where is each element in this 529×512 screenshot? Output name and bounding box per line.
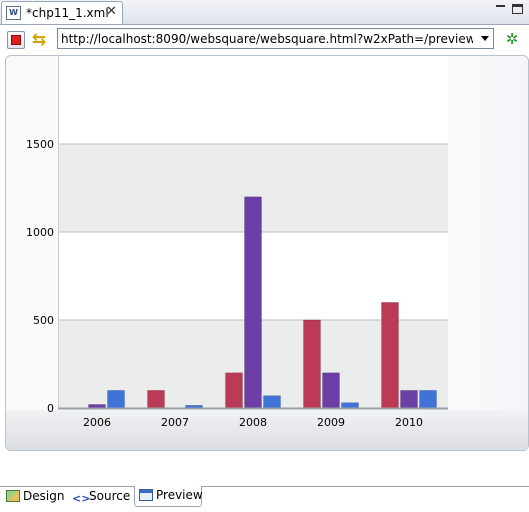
url-combobox[interactable] [57, 28, 494, 49]
chart-bar [244, 196, 262, 409]
tab-design-label: Design [23, 489, 65, 503]
refresh-icon[interactable]: ⇆ [31, 30, 47, 50]
minimize-icon[interactable] [495, 4, 506, 14]
chevron-down-icon[interactable] [481, 36, 489, 41]
stop-icon [11, 35, 21, 45]
design-icon [6, 490, 20, 502]
tab-design[interactable]: Design [2, 487, 66, 507]
chart-bar [303, 319, 321, 409]
tab-source[interactable]: <>Source [68, 487, 133, 507]
stop-button[interactable] [7, 31, 25, 49]
bug-icon[interactable]: ✲ [505, 30, 519, 48]
chart-bar [88, 404, 106, 409]
chart-bar [225, 372, 243, 409]
x-tick-label: 2007 [161, 416, 189, 429]
panel-footer-gradient [6, 410, 528, 450]
editor-mode-tabs: Design <>Source Preview [0, 486, 529, 512]
bar-chart: 2006 2007 2008 2009 2010 0 500 1000 1500 [26, 56, 448, 429]
y-tick-label: 1000 [26, 226, 54, 239]
maximize-icon[interactable] [512, 4, 523, 14]
editor-tab[interactable]: W *chp11_1.xml ✕ [1, 1, 123, 24]
chart-bar [107, 390, 125, 409]
chart-bar [400, 390, 418, 409]
url-input[interactable] [61, 30, 473, 47]
editor-tab-title: *chp11_1.xml [26, 6, 109, 20]
close-icon[interactable]: ✕ [106, 4, 117, 19]
tab-preview[interactable]: Preview [134, 486, 203, 507]
chart-bar [341, 402, 359, 409]
tab-preview-label: Preview [156, 488, 203, 502]
tab-source-label: Source [89, 489, 131, 503]
chart-bar [147, 390, 165, 409]
chart-bar [381, 302, 399, 409]
x-tick-label: 2010 [395, 416, 423, 429]
chart-bar [263, 395, 281, 409]
x-tick-label: 2006 [83, 416, 111, 429]
editor-tab-bar: W *chp11_1.xml ✕ [0, 0, 529, 25]
y-tick-label: 500 [33, 314, 54, 327]
preview-icon [139, 489, 153, 501]
websquare-file-icon: W [6, 6, 21, 20]
chart-bar [322, 372, 340, 409]
source-icon: <> [72, 492, 91, 505]
x-tick-label: 2009 [317, 416, 345, 429]
chart-bar [419, 390, 437, 409]
grid-band [58, 56, 448, 144]
y-tick-label: 1500 [26, 138, 54, 151]
preview-panel: 2006 2007 2008 2009 2010 0 500 1000 1500 [5, 55, 529, 451]
y-tick-label: 0 [47, 402, 54, 415]
x-tick-label: 2008 [239, 416, 267, 429]
